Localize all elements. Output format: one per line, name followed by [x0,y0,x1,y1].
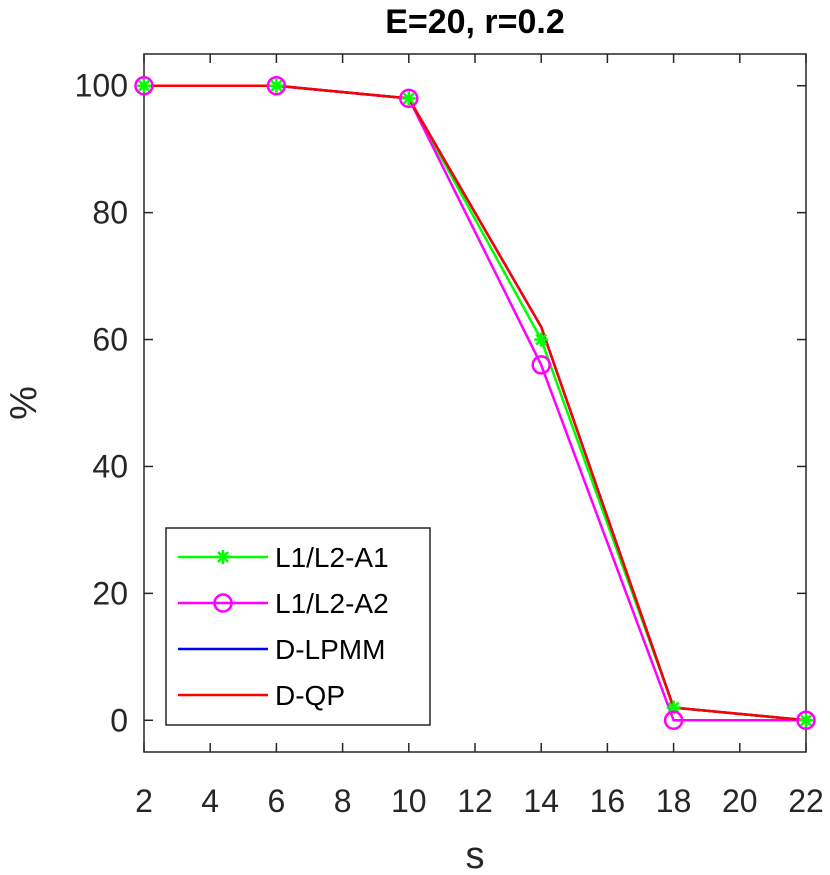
legend-label: L1/L2-A1 [275,542,389,573]
x-tick-label: 20 [722,783,758,819]
x-tick-label: 8 [334,783,352,819]
series-2-marker [399,88,419,109]
series-1-marker [401,91,416,106]
x-tick-label: 14 [523,783,559,819]
legend: L1/L2-A1 L1/L2-A2 D-LPMM D-QP [165,527,431,726]
x-tick-label: 2 [135,783,153,819]
series-layer [134,75,816,731]
series-1-marker [269,78,284,93]
y-tick-label: 40 [92,448,128,484]
chart-title: E=20, r=0.2 [385,3,565,41]
x-tick-label: 6 [268,783,286,819]
legend-marker [213,593,233,613]
series-2-marker [134,75,154,96]
legend-label: D-QP [275,680,345,711]
y-tick-label: 100 [75,68,128,104]
legend-box [165,527,431,726]
x-tick-label: 22 [788,783,824,819]
y-tick-label: 0 [110,702,128,738]
x-tick-label: 18 [656,783,692,819]
series-1-marker [137,78,151,93]
x-tick-label: 10 [391,783,427,819]
series-2-marker [796,710,816,731]
legend-label: L1/L2-A2 [275,588,389,619]
y-tick-label: 60 [92,322,128,358]
x-tick-label: 4 [201,783,219,819]
legend-label: D-LPMM [275,634,385,665]
y-tick-label: 20 [92,575,128,611]
y-axis: 0 20 40 60 80 100 [75,68,806,738]
legend-marker [216,550,230,564]
x-axis: 2 4 6 8 10 12 14 16 18 20 22 [135,54,824,819]
series-2-marker [266,75,287,96]
series-1-marker [799,713,813,728]
series-line-4 [144,84,807,722]
x-tick-label: 16 [590,783,626,819]
series-2-marker [531,355,551,375]
y-axis-label: % [3,386,45,420]
series-1-marker [534,332,549,347]
series-2-marker [663,710,684,731]
y-tick-label: 80 [92,195,128,231]
x-axis-label: s [466,835,485,875]
x-tick-label: 12 [457,783,493,819]
